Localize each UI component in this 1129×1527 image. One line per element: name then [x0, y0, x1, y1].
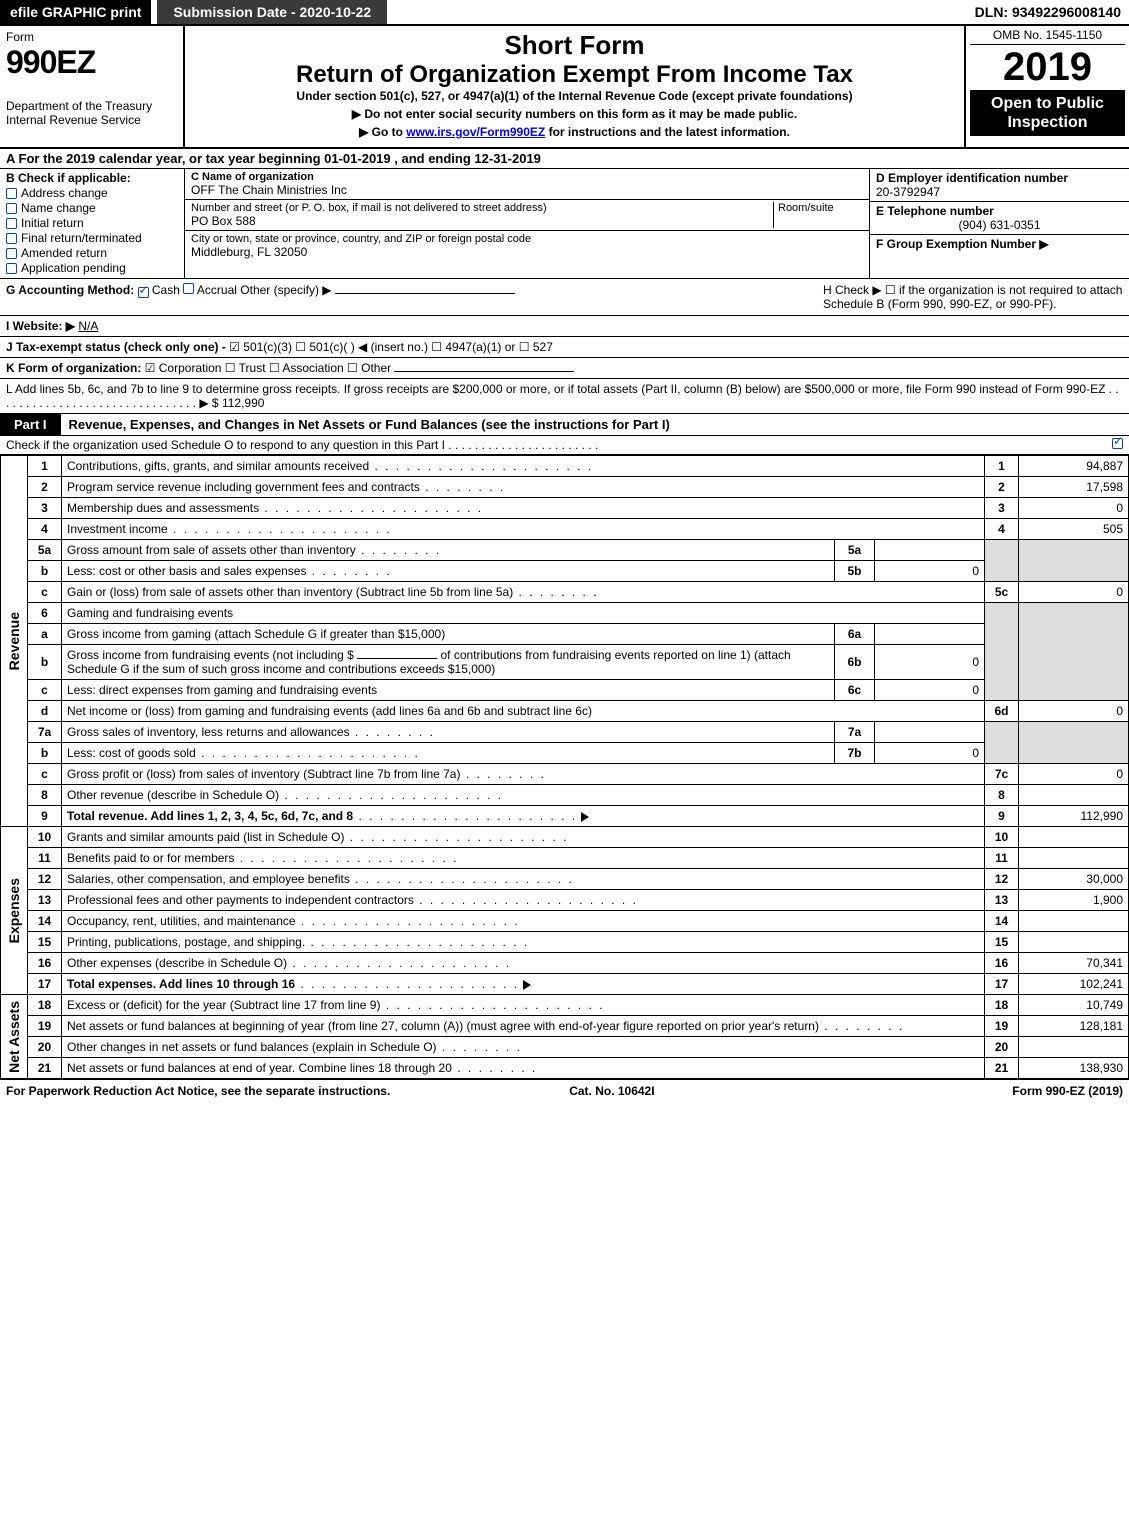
cb-name-change[interactable]: [6, 203, 17, 214]
cb-cash[interactable]: [138, 287, 149, 298]
netassets-label: Net Assets: [6, 1001, 22, 1073]
row-i: I Website: ▶ N/A: [0, 316, 1129, 337]
form-header: Form 990EZ Department of the Treasury In…: [0, 26, 1129, 149]
footer: For Paperwork Reduction Act Notice, see …: [0, 1079, 1129, 1102]
return-title: Return of Organization Exempt From Incom…: [191, 61, 958, 89]
other-specify-line: [335, 293, 515, 294]
part1-title: Revenue, Expenses, and Changes in Net As…: [61, 414, 678, 435]
room-suite-label: Room/suite: [773, 202, 863, 228]
group-exemption-label: F Group Exemption Number ▶: [876, 237, 1123, 251]
under-section: Under section 501(c), 527, or 4947(a)(1)…: [191, 89, 958, 103]
expenses-label: Expenses: [6, 878, 22, 943]
omb-number: OMB No. 1545-1150: [970, 28, 1125, 45]
footer-cat: Cat. No. 10642I: [569, 1084, 654, 1098]
cb-accrual[interactable]: [183, 283, 194, 294]
section-h: H Check ▶ ☐ if the organization is not r…: [823, 283, 1123, 311]
inspection-badge: Open to Public Inspection: [970, 90, 1125, 136]
city-value: Middleburg, FL 32050: [191, 245, 863, 259]
city-label: City or town, state or province, country…: [191, 233, 863, 245]
cb-application-pending[interactable]: [6, 263, 17, 274]
line1-amount: 94,887: [1019, 456, 1129, 477]
part1-label: Part I: [0, 414, 61, 435]
goto-note: ▶ Go to www.irs.gov/Form990EZ for instru…: [191, 125, 958, 139]
cb-schedule-o[interactable]: [1112, 438, 1123, 449]
short-form-title: Short Form: [191, 30, 958, 61]
dept-irs: Internal Revenue Service: [6, 113, 177, 127]
phone-label: E Telephone number: [876, 204, 1123, 218]
footer-form: Form 990-EZ (2019): [1012, 1084, 1123, 1098]
revenue-label: Revenue: [6, 612, 22, 670]
ein-value: 20-3792947: [876, 185, 1123, 199]
row-j: J Tax-exempt status (check only one) - ☑…: [0, 337, 1129, 358]
tax-year: 2019: [970, 45, 1125, 90]
footer-left: For Paperwork Reduction Act Notice, see …: [6, 1084, 390, 1098]
phone-value: (904) 631-0351: [876, 218, 1123, 232]
dln-label: DLN: 93492296008140: [975, 4, 1129, 20]
g-label: G Accounting Method:: [6, 283, 134, 297]
section-b-title: B Check if applicable:: [6, 171, 178, 185]
period-row: A For the 2019 calendar year, or tax yea…: [0, 149, 1129, 169]
org-name: OFF The Chain Ministries Inc: [191, 183, 863, 197]
cb-address-change[interactable]: [6, 188, 17, 199]
cb-initial-return[interactable]: [6, 218, 17, 229]
arrow-icon: [581, 812, 589, 822]
street-value: PO Box 588: [191, 214, 773, 228]
ein-label: D Employer identification number: [876, 171, 1123, 185]
arrow-icon: [523, 980, 531, 990]
form-number: 990EZ: [6, 44, 177, 81]
c-name-label: C Name of organization: [191, 171, 863, 183]
submission-date-button[interactable]: Submission Date - 2020-10-22: [157, 0, 387, 24]
row-g-h: G Accounting Method: Cash Accrual Other …: [0, 279, 1129, 316]
part1-check-row: Check if the organization used Schedule …: [0, 436, 1129, 455]
lines-table: Revenue 1 Contributions, gifts, grants, …: [0, 455, 1129, 1079]
form-label: Form: [6, 30, 177, 44]
efile-print-button[interactable]: efile GRAPHIC print: [0, 0, 151, 24]
dept-treasury: Department of the Treasury: [6, 99, 177, 113]
cb-amended-return[interactable]: [6, 248, 17, 259]
entity-info: B Check if applicable: Address change Na…: [0, 169, 1129, 279]
part1-header: Part I Revenue, Expenses, and Changes in…: [0, 414, 1129, 436]
cb-final-return[interactable]: [6, 233, 17, 244]
ssn-note: ▶ Do not enter social security numbers o…: [191, 107, 958, 121]
irs-link[interactable]: www.irs.gov/Form990EZ: [406, 125, 545, 139]
website-value: N/A: [78, 319, 98, 333]
row-l: L Add lines 5b, 6c, and 7b to line 9 to …: [0, 379, 1129, 414]
top-bar: efile GRAPHIC print Submission Date - 20…: [0, 0, 1129, 26]
street-label: Number and street (or P. O. box, if mail…: [191, 202, 773, 214]
row-k: K Form of organization: ☑ Corporation ☐ …: [0, 358, 1129, 379]
